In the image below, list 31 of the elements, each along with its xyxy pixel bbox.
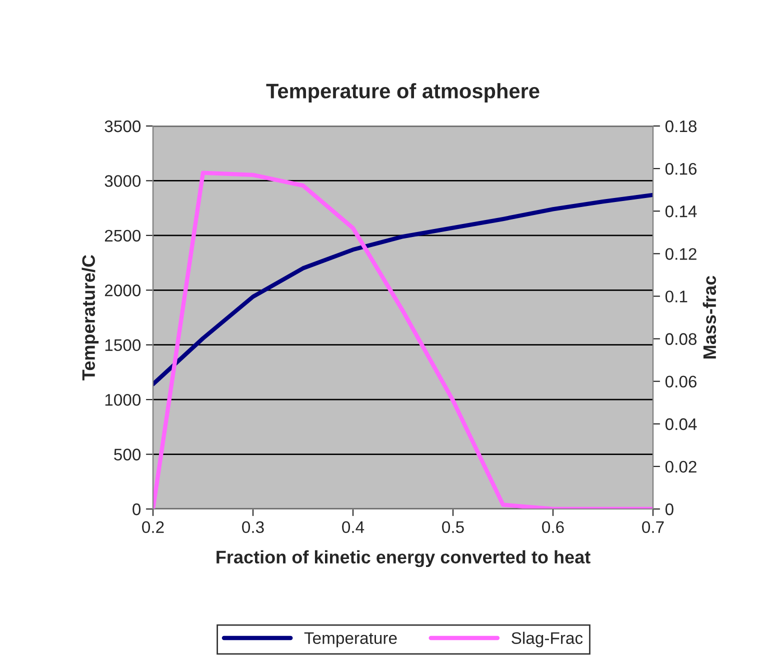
y2-tick-label: 0.1 [665,290,688,302]
chart-title: Temperature of atmosphere [266,83,540,103]
y2-tick-label: 0.04 [665,418,697,430]
x-tick-label: 0.6 [542,521,564,534]
y-tick-label: 2500 [104,230,141,242]
y2-tick-label: 0 [665,503,674,516]
x-tick-label: 0.3 [242,521,264,534]
x-axis-title: Fraction of kinetic energy converted to heat [216,550,590,568]
y-axis-title: Temperature/C [82,254,99,380]
y2-tick-label: 0.02 [665,460,696,473]
y2-tick-label: 0.14 [665,206,697,218]
y-tick-label: 1000 [105,394,141,406]
y-tick-label: 500 [114,448,141,460]
y2-tick-label: 0.12 [665,248,696,260]
x-tick-label: 0.5 [442,521,464,534]
y2-tick-label: 0.18 [665,120,697,132]
y2-tick-label: 0.08 [665,333,697,345]
y2-tick-label: 0.06 [665,376,697,388]
legend-label: Slag-Frac [512,632,583,648]
y-tick-label: 2000 [104,284,141,296]
x-tick-label: 0.7 [642,521,664,534]
y-tick-label: 1500 [105,339,141,352]
legend-label: Temperature [304,632,397,648]
x-tick-label: 0.4 [342,521,364,534]
line-series [153,192,653,386]
y2-tick-label: 0.16 [665,162,697,175]
x-tick-label: 0.2 [142,521,164,534]
y2-axis-title: Mass-frac [702,276,716,358]
y-tick-label: 0 [132,503,141,516]
y-tick-label: 3000 [104,175,141,187]
y-tick-label: 3500 [104,120,141,132]
